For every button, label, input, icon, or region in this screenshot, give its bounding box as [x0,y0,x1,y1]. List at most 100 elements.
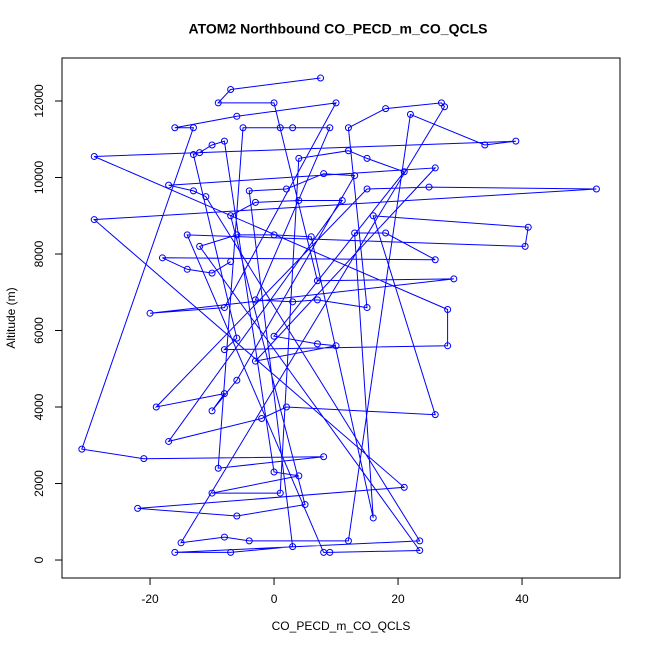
data-point [90,152,98,160]
data-point [400,483,408,491]
data-point [320,170,328,178]
data-point [227,258,235,266]
data-point [239,124,247,132]
y-tick-label: 0 [32,556,46,563]
data-point [220,137,228,145]
data-point [171,548,179,556]
data-point [245,187,253,195]
data-point [450,275,458,283]
y-tick-label: 12000 [32,84,46,118]
data-point [270,231,278,239]
data-point [320,453,328,461]
data-point [189,187,197,195]
data-point [592,185,600,193]
data-point [227,548,235,556]
data-point [521,242,529,250]
data-point [369,514,377,522]
data-point [251,296,259,304]
data-point [363,304,371,312]
x-axis-label: CO_PECD_m_CO_QCLS [272,619,411,633]
data-point [332,99,340,107]
data-point [276,489,284,497]
x-tick-label: 0 [271,592,278,606]
data-point [208,489,216,497]
data-point [431,256,439,264]
data-point [251,357,259,365]
y-tick-label: 6000 [32,317,46,344]
data-point [270,468,278,476]
data-point [344,124,352,132]
plot-frame [61,57,621,579]
data-point [382,105,390,113]
data-point [338,196,346,204]
data-point [189,151,197,159]
data-point [202,193,210,201]
y-axis-label: Altitude (m) [4,287,18,348]
data-point [183,231,191,239]
data-point [295,472,303,480]
data-point [220,346,228,354]
data-point [444,342,452,350]
data-point [245,537,253,545]
data-point [363,185,371,193]
data-point [313,277,321,285]
data-point [344,147,352,155]
data-point [220,533,228,541]
data-point [183,265,191,273]
data-point [208,407,216,415]
data-point [317,74,325,82]
data-point [344,537,352,545]
data-point [400,168,408,176]
data-point [431,411,439,419]
data-point [326,548,334,556]
data-point [444,305,452,313]
data-point [233,512,241,520]
data-point [251,198,259,206]
data-point [382,229,390,237]
data-point [363,154,371,162]
y-tick-label: 8000 [32,240,46,267]
data-point [441,103,449,111]
data-point [425,183,433,191]
data-point [177,539,185,547]
data-point [220,304,228,312]
data-point [431,164,439,172]
data-point [289,543,297,551]
data-point [214,99,222,107]
data-point [295,196,303,204]
data-point [90,216,98,224]
data-point [276,124,284,132]
data-point [214,464,222,472]
x-tick-label: 40 [515,592,529,606]
x-tick-label: -20 [141,592,159,606]
data-point [158,254,166,262]
data-point [146,309,154,317]
data-point [270,332,278,340]
data-point [295,154,303,162]
data-point [351,229,359,237]
data-point [233,334,241,342]
y-tick-label: 4000 [32,393,46,420]
chart-title: ATOM2 Northbound CO_PECD_m_CO_QCLS [189,21,488,37]
data-line [81,77,597,553]
data-point [189,124,197,132]
data-point [165,437,173,445]
y-tick-label: 10000 [32,160,46,194]
data-point [165,181,173,189]
data-point [282,403,290,411]
data-point [196,149,204,157]
data-point [301,501,309,509]
data-point [416,537,424,545]
data-point [233,112,241,120]
data-point [313,296,321,304]
data-point [171,124,179,132]
data-point [289,298,297,306]
data-point [227,212,235,220]
data-point [332,342,340,350]
data-point [233,231,241,239]
data-point [258,414,266,422]
data-point [369,212,377,220]
data-point [78,445,86,453]
data-point [208,141,216,149]
